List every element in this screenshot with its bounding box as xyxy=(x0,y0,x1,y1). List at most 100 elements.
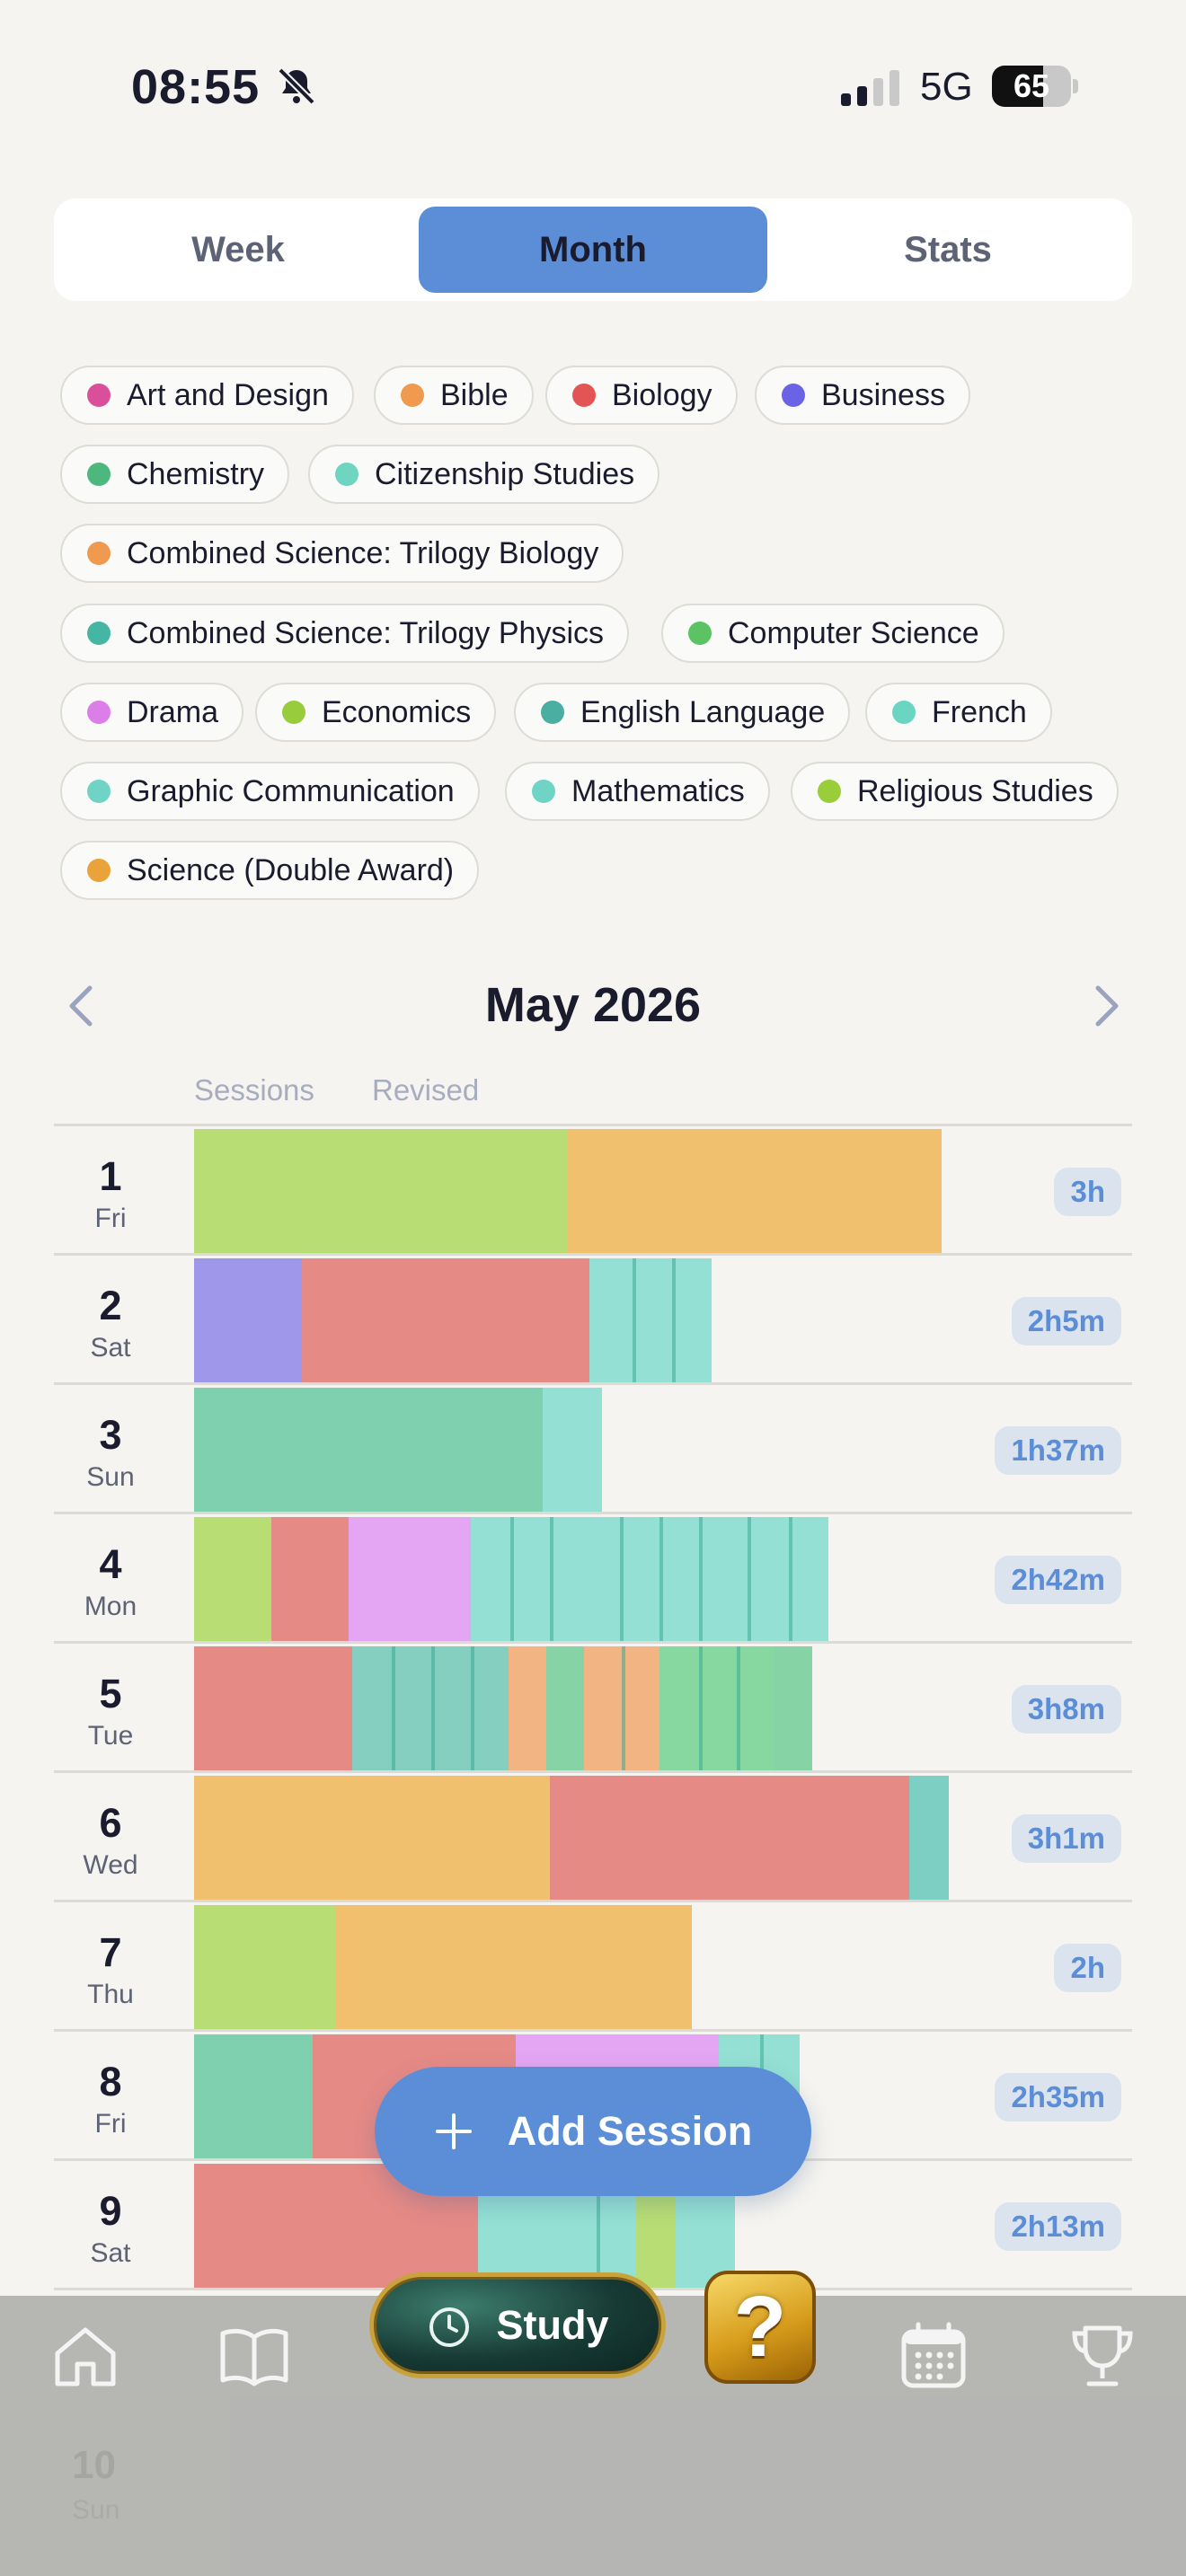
session-segment[interactable] xyxy=(633,1258,672,1382)
subject-label: Combined Science: Trilogy Physics xyxy=(127,615,605,650)
bell-muted-icon xyxy=(278,67,315,105)
day-total-badge: 2h13m xyxy=(995,2202,1121,2251)
session-segment[interactable] xyxy=(550,1517,620,1641)
trophy-icon[interactable] xyxy=(1067,2321,1137,2391)
add-session-label: Add Session xyxy=(507,2108,753,2154)
add-session-button[interactable]: Add Session xyxy=(375,2067,811,2196)
subject-label: Citizenship Studies xyxy=(375,456,635,491)
session-segment[interactable] xyxy=(271,1517,349,1641)
subject-chip-graphic-communication[interactable]: Graphic Communication xyxy=(60,762,480,821)
session-segment[interactable] xyxy=(659,1646,699,1770)
previous-month-button[interactable] xyxy=(61,983,102,1029)
session-segment[interactable] xyxy=(194,1517,271,1641)
study-button[interactable]: Study xyxy=(369,2272,666,2378)
calendar-icon[interactable] xyxy=(898,2321,969,2391)
subject-color-dot xyxy=(335,463,358,486)
day-row[interactable]: 3 Sun 1h37m xyxy=(54,1385,1132,1514)
day-row[interactable]: 2 Sat 2h5m xyxy=(54,1256,1132,1385)
session-segment[interactable] xyxy=(194,1129,568,1253)
subject-chip-biology[interactable]: Biology xyxy=(545,366,738,425)
subject-chip-english-language[interactable]: English Language xyxy=(514,683,851,742)
day-row[interactable]: 4 Mon 2h42m xyxy=(54,1514,1132,1644)
next-month-button[interactable] xyxy=(1085,983,1127,1029)
day-row[interactable]: 6 Wed 3h1m xyxy=(54,1773,1132,1902)
subject-label: Economics xyxy=(322,694,472,729)
subject-chip-mathematics[interactable]: Mathematics xyxy=(505,762,770,821)
session-segment[interactable] xyxy=(431,1646,471,1770)
subject-chip-business[interactable]: Business xyxy=(755,366,970,425)
session-segment[interactable] xyxy=(194,2034,313,2158)
session-segment[interactable] xyxy=(589,1258,633,1382)
session-segment[interactable] xyxy=(194,1388,543,1512)
subject-chip-economics[interactable]: Economics xyxy=(255,683,497,742)
session-segment[interactable] xyxy=(584,1646,622,1770)
subject-chip-combined-science-trilogy-biology[interactable]: Combined Science: Trilogy Biology xyxy=(60,524,624,583)
tab-month[interactable]: Month xyxy=(419,207,767,293)
stopwatch-icon xyxy=(429,2307,470,2347)
subject-chip-citizenship-studies[interactable]: Citizenship Studies xyxy=(308,445,660,504)
day-row[interactable]: 1 Fri 3h xyxy=(54,1126,1132,1256)
book-icon[interactable] xyxy=(219,2321,289,2391)
session-segment[interactable] xyxy=(748,1517,789,1641)
session-segment[interactable] xyxy=(909,1776,949,1900)
session-segment[interactable] xyxy=(672,1258,712,1382)
subject-chip-computer-science[interactable]: Computer Science xyxy=(661,604,1005,663)
day-number: 4 xyxy=(99,1541,122,1587)
day-total-badge: 2h xyxy=(1054,1944,1121,1992)
session-segment[interactable] xyxy=(194,1776,550,1900)
session-segment[interactable] xyxy=(509,1646,546,1770)
session-segment[interactable] xyxy=(471,1646,509,1770)
session-segment[interactable] xyxy=(471,1517,510,1641)
subject-label: Bible xyxy=(440,377,509,412)
quiz-button[interactable]: ? xyxy=(704,2271,816,2384)
session-segment[interactable] xyxy=(737,1646,774,1770)
subject-chip-science-double-award[interactable]: Science (Double Award) xyxy=(60,841,480,900)
subject-chip-bible[interactable]: Bible xyxy=(374,366,534,425)
session-segment[interactable] xyxy=(194,1258,302,1382)
day-number: 7 xyxy=(99,1929,122,1975)
session-segment[interactable] xyxy=(620,1517,659,1641)
subject-label: French xyxy=(932,694,1027,729)
session-segment[interactable] xyxy=(699,1517,748,1641)
session-segment[interactable] xyxy=(789,1517,828,1641)
session-segment[interactable] xyxy=(543,1388,602,1512)
session-segment[interactable] xyxy=(699,1646,737,1770)
day-number: 10 xyxy=(72,2443,116,2487)
network-type: 5G xyxy=(920,65,973,109)
session-segment[interactable] xyxy=(336,1905,692,2029)
session-segment[interactable] xyxy=(774,1646,812,1770)
subject-chip-drama[interactable]: Drama xyxy=(60,683,244,742)
session-segment[interactable] xyxy=(352,1646,392,1770)
subject-chip-art-and-design[interactable]: Art and Design xyxy=(60,366,354,425)
study-label: Study xyxy=(496,2302,609,2348)
session-segment[interactable] xyxy=(550,1776,909,1900)
subject-label: Combined Science: Trilogy Biology xyxy=(127,535,599,570)
session-segment[interactable] xyxy=(546,1646,584,1770)
day-number: 9 xyxy=(99,2188,122,2234)
battery-level: 65 xyxy=(1013,67,1050,104)
session-segment[interactable] xyxy=(568,1129,942,1253)
session-segment[interactable] xyxy=(194,1646,352,1770)
subject-color-dot xyxy=(87,780,111,803)
subject-color-dot xyxy=(282,701,305,724)
session-bar xyxy=(194,1517,828,1641)
subject-chip-french[interactable]: French xyxy=(865,683,1052,742)
tab-stats[interactable]: Stats xyxy=(904,229,992,269)
day-row[interactable]: 5 Tue 3h8m xyxy=(54,1644,1132,1773)
session-segment[interactable] xyxy=(349,1517,471,1641)
session-segment[interactable] xyxy=(622,1646,659,1770)
home-icon[interactable] xyxy=(50,2321,120,2391)
subject-chip-chemistry[interactable]: Chemistry xyxy=(60,445,290,504)
session-segment[interactable] xyxy=(302,1258,589,1382)
day-number: 3 xyxy=(99,1412,122,1458)
day-number: 5 xyxy=(99,1671,122,1716)
subject-chip-combined-science-trilogy-physics[interactable]: Combined Science: Trilogy Physics xyxy=(60,604,630,663)
session-segment[interactable] xyxy=(659,1517,699,1641)
session-segment[interactable] xyxy=(392,1646,431,1770)
session-segment[interactable] xyxy=(194,1905,336,2029)
day-row[interactable]: 7 Thu 2h xyxy=(54,1902,1132,2032)
tab-week[interactable]: Week xyxy=(191,229,285,269)
session-segment[interactable] xyxy=(510,1517,550,1641)
subject-chip-religious-studies[interactable]: Religious Studies xyxy=(791,762,1119,821)
subject-color-dot xyxy=(532,780,555,803)
